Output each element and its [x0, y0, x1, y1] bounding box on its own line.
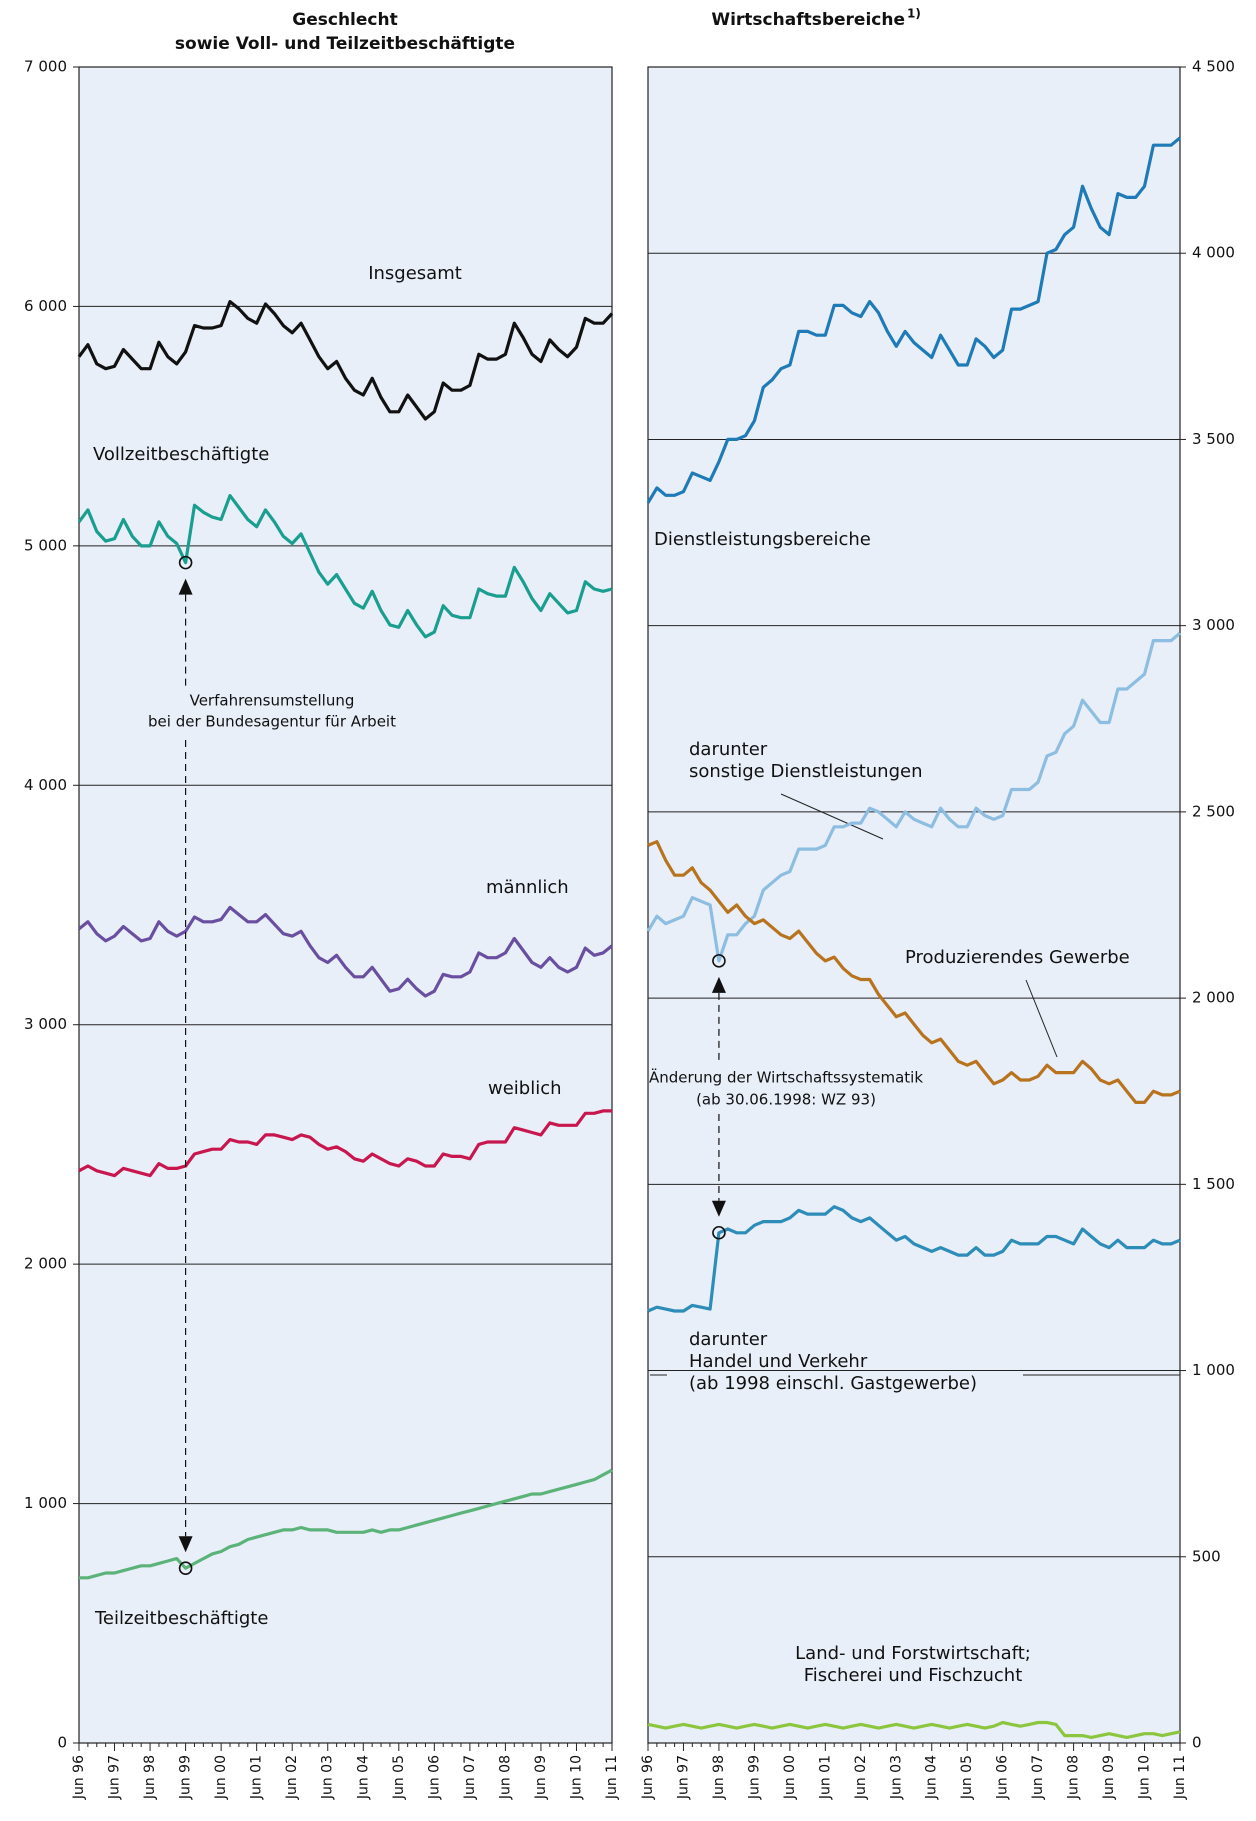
series-label: Handel und Verkehr	[689, 1351, 868, 1372]
line-series	[647, 1720, 1181, 1739]
y-tick-label: 4 000	[24, 776, 67, 794]
y-tick-label: 2 500	[1192, 802, 1235, 820]
series-label: Fischerei und Fischzucht	[804, 1665, 1023, 1686]
x-tick-label: Jun 06	[995, 1755, 1011, 1800]
series-label: Land- und Forstwirtschaft;	[795, 1643, 1031, 1664]
y-tick-label: 500	[1192, 1547, 1221, 1565]
y-tick-label: 1 000	[1192, 1361, 1235, 1379]
series-label: Vollzeitbeschäftigte	[93, 444, 269, 465]
line-series	[78, 905, 614, 998]
x-tick-label: Jun 06	[426, 1755, 442, 1800]
x-tick-label: Jun 10	[1137, 1755, 1153, 1800]
x-tick-label: Jun 02	[284, 1755, 300, 1800]
series-label: männlich	[486, 877, 569, 898]
x-tick-label: Jun 96	[640, 1755, 656, 1800]
series-label: Teilzeitbeschäftigte	[94, 1608, 268, 1629]
series-label: darunter	[689, 739, 768, 760]
y-tick-label: 3 500	[1192, 430, 1235, 448]
x-tick-label: Jun 07	[462, 1755, 478, 1800]
x-tick-label: Jun 03	[320, 1755, 336, 1800]
line-series	[77, 300, 614, 421]
x-tick-label: Jun 05	[959, 1755, 975, 1800]
line-series	[646, 631, 1182, 963]
x-tick-label: Jun 04	[924, 1755, 940, 1800]
y-tick-label: 2 000	[24, 1255, 67, 1273]
plot-area	[647, 66, 1181, 1744]
x-tick-label: Jun 04	[355, 1755, 371, 1800]
arrow-head	[178, 578, 193, 595]
arrow-head	[711, 976, 726, 993]
x-tick-label: Jun 07	[1030, 1755, 1046, 1800]
title-note: 1)	[907, 7, 921, 21]
arrow-head	[711, 1200, 726, 1217]
y-tick-label: 0	[57, 1734, 67, 1752]
x-tick-label: Jun 11	[1172, 1755, 1188, 1800]
series-label: (ab 1998 einschl. Gastgewerbe)	[689, 1373, 977, 1394]
line-series	[647, 1205, 1181, 1313]
line-series	[646, 136, 1182, 504]
x-tick-label: Jun 02	[853, 1755, 869, 1800]
x-tick-label: Jun 00	[213, 1755, 229, 1800]
series-label: Insgesamt	[368, 263, 462, 284]
plot-area	[78, 66, 613, 1744]
x-tick-label: Jun 08	[1066, 1755, 1082, 1800]
chart-title: Wirtschaftsbereiche	[711, 10, 905, 30]
x-tick-label: Jun 05	[391, 1755, 407, 1800]
annotation: Verfahrensumstellung	[190, 692, 355, 710]
y-tick-label: 1 000	[24, 1494, 67, 1512]
x-tick-label: Jun 97	[107, 1755, 123, 1800]
y-tick-label: 4 500	[1192, 58, 1235, 76]
break-marker	[178, 1561, 193, 1576]
x-tick-label: Jun 03	[888, 1755, 904, 1800]
y-tick-label: 6 000	[24, 297, 67, 315]
x-tick-label: Jun 01	[249, 1755, 265, 1800]
x-tick-label: Jun 99	[746, 1755, 762, 1800]
line-series	[77, 494, 613, 639]
chart-title: Geschlecht	[292, 10, 397, 30]
chart-title: sowie Voll- und Teilzeitbeschäftigte	[175, 34, 515, 54]
leader-line	[1025, 979, 1058, 1058]
x-tick-label: Jun 09	[1101, 1755, 1117, 1800]
x-tick-label: Jun 98	[142, 1755, 158, 1800]
x-tick-label: Jun 98	[711, 1755, 727, 1800]
x-tick-label: Jun 10	[568, 1755, 584, 1800]
series-label: Produzierendes Gewerbe	[905, 947, 1130, 968]
y-tick-label: 5 000	[24, 536, 67, 554]
break-marker	[712, 1225, 726, 1240]
series-label: sonstige Dienstleistungen	[689, 761, 922, 782]
x-tick-label: Jun 11	[604, 1755, 620, 1800]
series-label: weiblich	[488, 1078, 562, 1099]
x-tick-label: Jun 96	[71, 1755, 87, 1800]
x-tick-label: Jun 09	[533, 1755, 549, 1800]
x-tick-label: Jun 00	[782, 1755, 798, 1800]
y-tick-label: 2 000	[1192, 989, 1235, 1007]
annotation: Änderung der Wirtschaftssystematik	[649, 1068, 923, 1087]
line-series	[78, 1109, 612, 1178]
break-marker	[178, 555, 193, 570]
y-tick-label: 7 000	[24, 58, 67, 76]
series-label: darunter	[689, 1329, 768, 1350]
leader-line	[780, 793, 884, 840]
arrow-head	[178, 1536, 193, 1553]
y-tick-label: 0	[1192, 1734, 1202, 1752]
series-label: Dienstleistungsbereiche	[654, 529, 871, 550]
y-tick-label: 4 000	[1192, 244, 1235, 262]
break-marker	[712, 954, 726, 968]
x-tick-label: Jun 01	[817, 1755, 833, 1800]
y-tick-label: 3 000	[1192, 616, 1235, 634]
line-series	[79, 1468, 613, 1580]
y-tick-label: 3 000	[24, 1015, 67, 1033]
x-tick-label: Jun 99	[178, 1755, 194, 1800]
y-tick-label: 1 500	[1192, 1175, 1235, 1193]
line-series	[647, 840, 1181, 1104]
annotation: bei der Bundesagentur für Arbeit	[148, 713, 396, 731]
x-tick-label: Jun 97	[675, 1755, 691, 1800]
x-tick-label: Jun 08	[497, 1755, 513, 1800]
annotation: (ab 30.06.1998: WZ 93)	[696, 1091, 876, 1109]
